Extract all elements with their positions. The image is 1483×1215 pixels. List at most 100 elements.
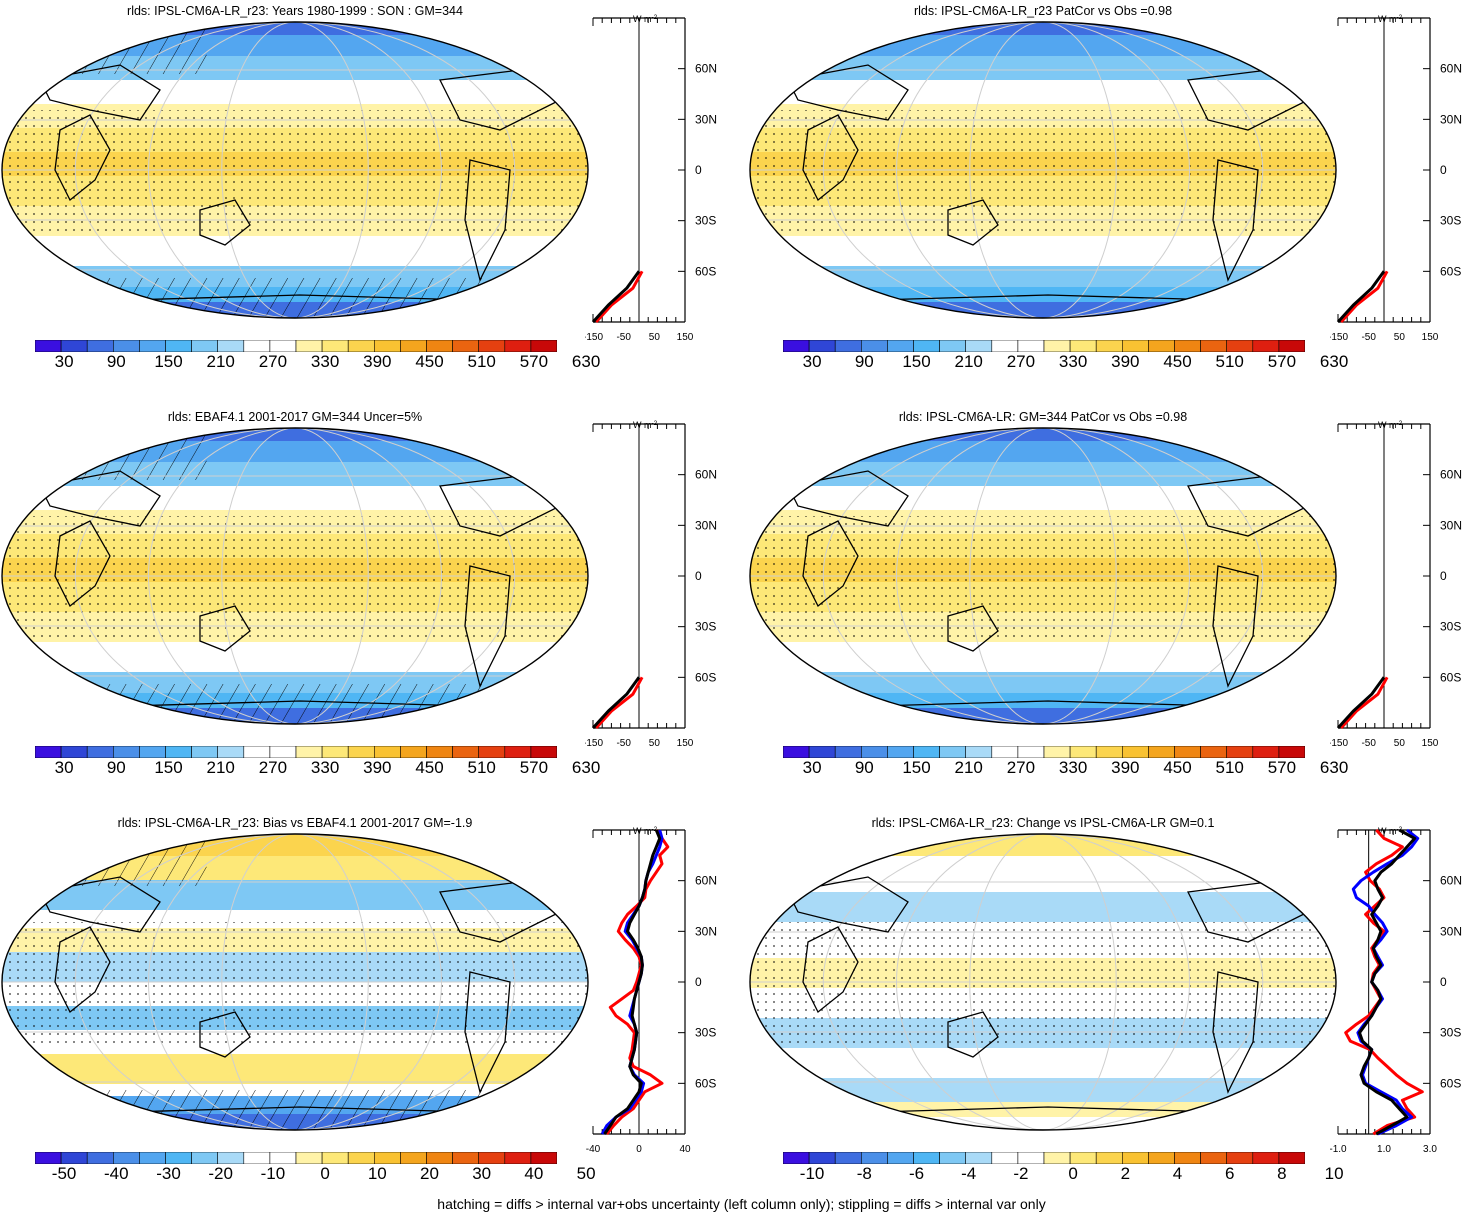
profile-lat-label: 60N [695, 874, 717, 888]
colorbar-swatch [1017, 340, 1045, 352]
colorbar-swatch [478, 746, 506, 758]
colorbar-swatch [783, 340, 810, 352]
profile-xtick-label: 150 [1422, 332, 1439, 343]
colorbar-label: 30 [472, 1164, 492, 1183]
colorbar-swatch [478, 1152, 506, 1164]
colorbar-label: 510 [467, 352, 496, 371]
colorbar-swatch [887, 1152, 914, 1164]
profile-units-sup: -2 [652, 14, 658, 21]
profile-line-red [1339, 676, 1389, 730]
colorbar-label: 510 [467, 758, 496, 777]
colorbar-swatch [1278, 340, 1305, 352]
colorbar-label: 630 [1319, 352, 1349, 371]
colorbar-label: 6 [1224, 1164, 1235, 1183]
colorbar-label: 90 [106, 352, 126, 371]
colorbar-label: 270 [258, 758, 288, 777]
profile-xtick-label: -1.0 [1330, 1144, 1347, 1155]
colorbar-swatch [426, 340, 453, 352]
profile-lat-label: 30S [695, 620, 716, 634]
colorbar-label: 10 [1324, 1164, 1344, 1183]
world-map [749, 427, 1337, 725]
colorbar-label: 270 [1006, 758, 1036, 777]
colorbar-label: 0 [320, 1164, 330, 1183]
profile-line-red [1344, 828, 1424, 1136]
profile-line-black [1336, 270, 1386, 324]
colorbar-swatch [165, 746, 192, 758]
colorbar-swatch [504, 746, 532, 758]
colorbar-swatch [991, 746, 1019, 758]
colorbar-swatch [191, 746, 219, 758]
profile-lat-label: 30S [1440, 1026, 1461, 1040]
profile-xtick-label: 50 [1394, 332, 1406, 343]
colorbar [783, 340, 1305, 352]
colorbar-swatch [1043, 340, 1071, 352]
profile-units: W m-2 [1378, 420, 1403, 430]
colorbar-swatch [35, 1152, 62, 1164]
colorbar-swatch [217, 1152, 245, 1164]
colorbar-swatch [1043, 746, 1071, 758]
colorbar-swatch [1148, 1152, 1175, 1164]
colorbar-swatch [530, 746, 557, 758]
colorbar-label: 510 [1215, 352, 1244, 371]
profile-lat-label: 60S [695, 670, 716, 684]
colorbar-label: -20 [208, 1164, 233, 1183]
colorbar-label: 390 [363, 352, 392, 371]
colorbar-swatch [60, 746, 88, 758]
profile-xtick-label: 50 [649, 332, 661, 343]
profile-lat-label: 30S [1440, 620, 1461, 634]
colorbar-label: -4 [961, 1164, 977, 1183]
colorbar-label: -8 [856, 1164, 872, 1183]
colorbar [783, 1152, 1305, 1164]
colorbar-swatch [400, 1152, 427, 1164]
profile-lat-label: 60S [1440, 670, 1461, 684]
colorbar-swatch [426, 746, 453, 758]
profile-xtick-label: -150 [585, 332, 603, 343]
colorbar-swatch [504, 340, 532, 352]
colorbar-swatch [1200, 746, 1228, 758]
colorbar-label: 330 [1058, 352, 1088, 371]
colorbar-swatch [991, 340, 1019, 352]
colorbar-swatch [426, 1152, 453, 1164]
colorbar-label: 570 [1267, 758, 1297, 777]
colorbar-swatch [1017, 1152, 1045, 1164]
colorbar-swatch [783, 1152, 810, 1164]
colorbar-swatch [887, 746, 914, 758]
colorbar [35, 746, 557, 758]
profile-lat-label: 30N [1440, 518, 1462, 532]
profile-xtick-label: 150 [677, 332, 694, 343]
colorbar-swatch [139, 340, 166, 352]
profile-line-black [591, 676, 641, 730]
profile-lat-label: 30S [695, 1026, 716, 1040]
profile-line-black [603, 829, 662, 1135]
colorbar-label: 570 [1267, 352, 1297, 371]
panel-title: rlds: IPSL-CM6A-LR: GM=344 PatCor vs Obs… [898, 410, 1188, 424]
colorbar-swatch [400, 746, 427, 758]
colorbar-label: 210 [206, 758, 235, 777]
colorbar-label: 270 [1006, 352, 1036, 371]
colorbar-swatch [939, 340, 967, 352]
colorbar-label: 30 [802, 352, 822, 371]
colorbar-swatch [1226, 1152, 1254, 1164]
zonal-mean-profile: 60N 30N 0 30S 60S W m-2 -150 -50 50 150 [1330, 14, 1462, 343]
colorbar-swatch [86, 1152, 114, 1164]
colorbar-swatch [861, 1152, 888, 1164]
profile-xtick-label: 50 [649, 738, 661, 749]
profile-lat-label: 60S [1440, 264, 1461, 278]
world-map [1, 427, 589, 725]
colorbar-swatch [321, 340, 349, 352]
colorbar-swatch [60, 340, 88, 352]
colorbar-label: 30 [54, 352, 74, 371]
colorbar-swatch [939, 1152, 967, 1164]
colorbar-swatch [1174, 746, 1201, 758]
colorbar-label: 390 [1111, 352, 1140, 371]
colorbar-label: 90 [854, 758, 874, 777]
colorbar-label: 210 [954, 758, 983, 777]
colorbar-swatch [373, 746, 401, 758]
profile-lat-label: 60S [1440, 1076, 1461, 1090]
colorbar-swatch [783, 746, 810, 758]
colorbar-swatch [913, 1152, 940, 1164]
zonal-mean-profile: 60N 30N 0 30S 60S W m-2 -40 0 40 [586, 826, 717, 1155]
panel-title: rlds: EBAF4.1 2001-2017 GM=344 Uncer=5% [167, 410, 423, 424]
profile-xtick-label: -150 [1330, 332, 1348, 343]
profile-lat-label: 30N [695, 112, 717, 126]
